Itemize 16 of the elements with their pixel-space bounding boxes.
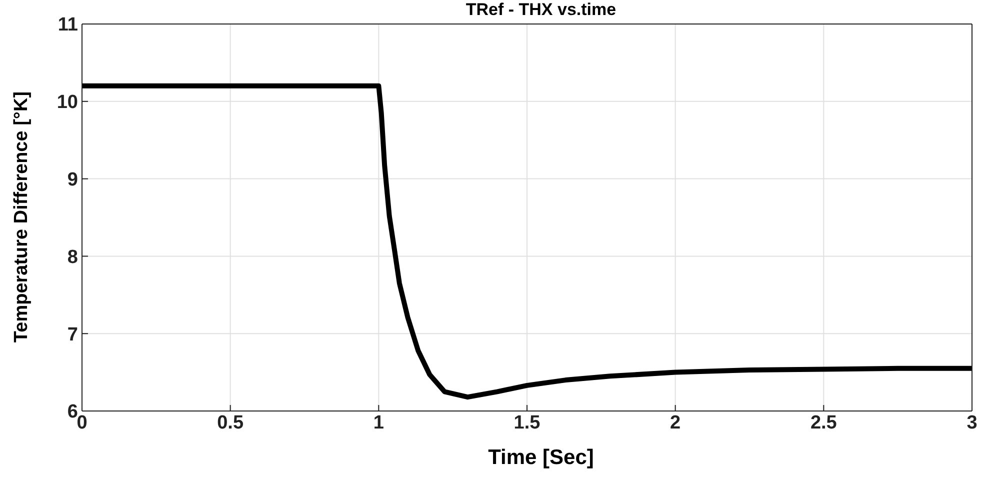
x-tick-label: 0 — [76, 412, 88, 434]
y-tick-label: 7 — [67, 324, 78, 346]
y-tick-label: 10 — [56, 92, 78, 114]
y-axis-title: Temperature Difference [°K] — [11, 91, 33, 343]
x-tick-label: 2.5 — [810, 412, 838, 434]
x-axis-title: Time [Sec] — [487, 446, 595, 470]
x-tick-label: 1.5 — [514, 412, 541, 434]
x-tick-label: 2 — [670, 412, 681, 434]
x-tick-label: 1 — [373, 412, 384, 434]
y-tick-label: 11 — [58, 14, 78, 36]
x-tick-label: 3 — [966, 412, 978, 434]
chart-title: TRef - THX vs.time — [466, 0, 616, 19]
y-tick-label: 6 — [67, 402, 78, 423]
x-tick-label: 0.5 — [217, 412, 244, 434]
y-tick-label: 9 — [67, 170, 78, 191]
y-tick-label: 8 — [67, 246, 78, 268]
